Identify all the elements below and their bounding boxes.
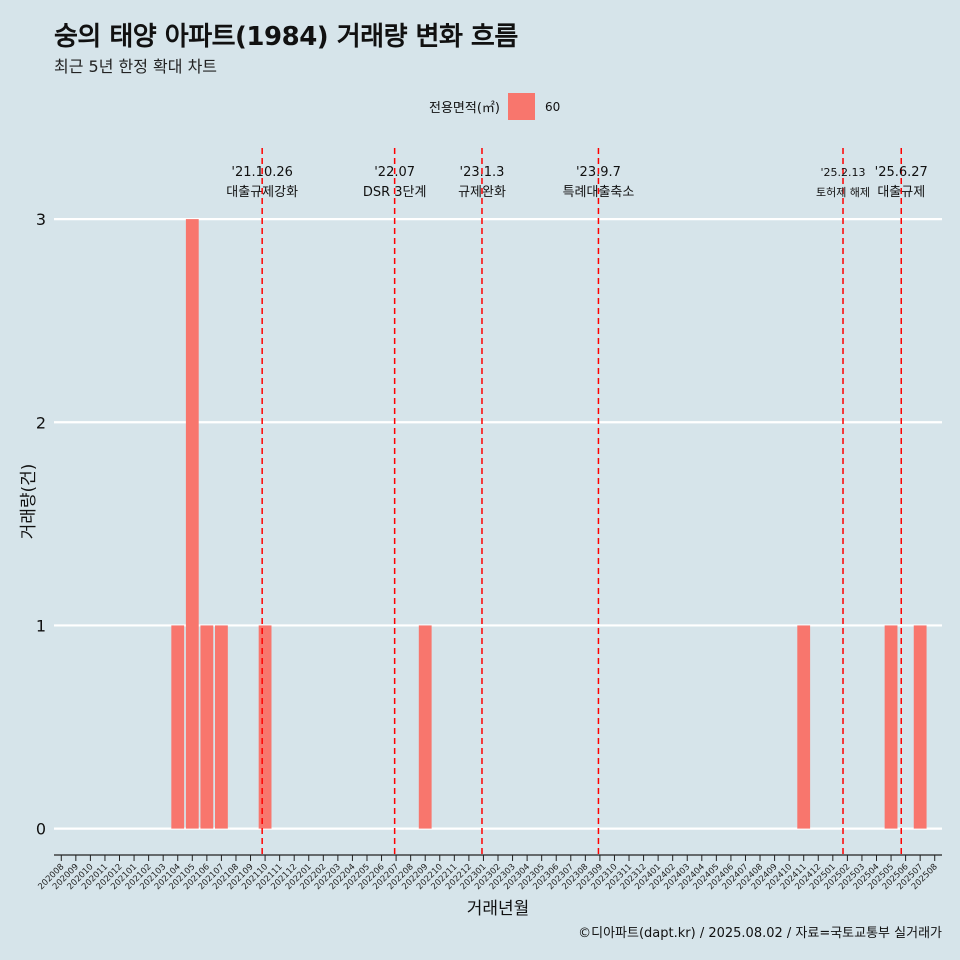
bar bbox=[913, 625, 927, 829]
page-subtitle: 최근 5년 한정 확대 차트 bbox=[54, 57, 218, 76]
legend-swatch bbox=[507, 93, 535, 120]
event-name-label: 대출규제 bbox=[877, 185, 925, 200]
bar bbox=[258, 625, 272, 829]
legend-entry: 60 bbox=[544, 99, 561, 114]
event-date-label: '21.10.26 bbox=[231, 165, 292, 180]
y-tick-label: 2 bbox=[36, 413, 46, 432]
x-axis-title: 거래년월 bbox=[467, 899, 530, 919]
bar bbox=[797, 625, 811, 829]
event-date-label: '23.1.3 bbox=[460, 165, 505, 180]
bar bbox=[171, 625, 185, 829]
event-name-label: 특례대출축소 bbox=[563, 185, 635, 200]
event-name-label: 규제완화 bbox=[458, 185, 506, 200]
page-title: 숭의 태양 아파트(1984) 거래량 변화 흐름 bbox=[54, 22, 518, 52]
bar bbox=[418, 625, 432, 829]
bar bbox=[185, 219, 199, 829]
legend-title: 전용면적(㎡) bbox=[429, 101, 500, 116]
y-tick-label: 3 bbox=[36, 210, 46, 229]
y-tick-label: 0 bbox=[36, 820, 46, 839]
source-caption: ©디아파트(dapt.kr) / 2025.08.02 / 자료=국토교통부 실… bbox=[578, 926, 942, 941]
event-date-label: '22.07 bbox=[374, 165, 415, 180]
event-date-label: '25.2.13 bbox=[821, 166, 866, 179]
y-axis-title: 거래량(건) bbox=[19, 464, 39, 540]
y-tick-label: 1 bbox=[36, 616, 46, 635]
event-date-label: '25.6.27 bbox=[875, 165, 928, 180]
legend: 전용면적(㎡) 60 bbox=[429, 93, 560, 120]
bar bbox=[215, 625, 228, 829]
event-name-label: 토허제 해제 bbox=[816, 185, 870, 199]
event-name-label: DSR 3단계 bbox=[363, 185, 427, 200]
bar bbox=[884, 625, 898, 829]
event-name-label: 대출규제강화 bbox=[226, 185, 298, 200]
bar bbox=[200, 625, 214, 829]
event-date-label: '23.9.7 bbox=[576, 165, 621, 180]
